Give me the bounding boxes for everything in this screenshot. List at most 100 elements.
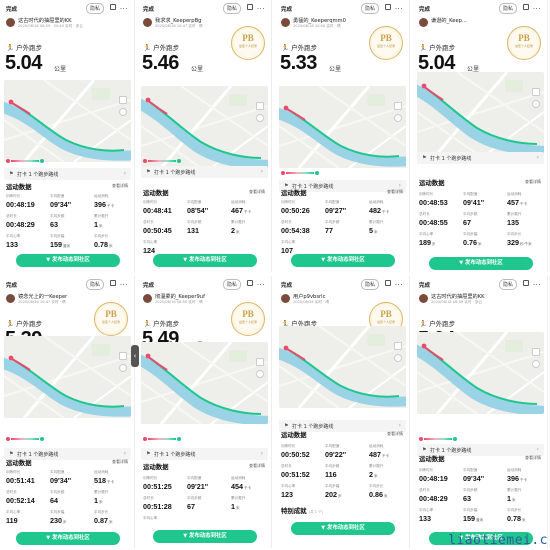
privacy-button[interactable]: 隐私 [498,3,517,14]
publish-button[interactable]: ▼ 发布动态到社区 [291,522,395,535]
privacy-button[interactable]: 隐私 [360,279,379,290]
avatar[interactable] [143,294,152,303]
route-checkin[interactable]: ⚑ 打卡 1 个跑步路线 › [417,444,544,456]
publish-button[interactable]: ▼ 发布动态到社区 [429,257,533,270]
done-button[interactable]: 完成 [143,283,155,289]
route-checkin[interactable]: ⚑ 打卡 1 个跑步路线 › [279,420,406,432]
privacy-button[interactable]: 隐私 [85,279,104,290]
avatar[interactable] [281,18,290,27]
done-button[interactable]: 完成 [6,7,18,13]
view-detail-link[interactable]: 查看详情 [525,455,541,460]
fullscreen-icon[interactable] [256,358,264,366]
publish-button[interactable]: ▼ 发布动态到社区 [291,254,395,267]
fullscreen-icon[interactable] [119,352,127,360]
avatar[interactable] [143,18,152,27]
privacy-button[interactable]: 隐私 [85,3,104,14]
user-name[interactable]: 这古时代的抽屉里的KK [18,18,72,24]
fullscreen-icon[interactable] [119,96,127,104]
user-name[interactable]: 镜念光上的一Keeper [18,294,68,300]
done-button[interactable]: 完成 [281,283,293,289]
locate-icon[interactable] [119,108,127,116]
share-icon[interactable] [247,4,253,10]
more-icon[interactable]: ... [119,3,128,11]
user-name[interactable]: 勇猛的_Keeperqmm0 [293,18,346,24]
pb-badge[interactable]: PB 最佳个人纪录 [507,26,541,60]
locate-icon[interactable] [119,364,127,372]
more-icon[interactable]: ... [532,279,541,287]
publish-button[interactable]: ▼ 发布动态到社区 [153,530,257,543]
locate-icon[interactable] [256,370,264,378]
map-area[interactable] [279,86,406,168]
privacy-button[interactable]: 隐私 [222,279,241,290]
done-button[interactable]: 完成 [143,7,155,13]
route-checkin[interactable]: ⚑ 打卡 1 个跑步路线 › [279,180,406,192]
done-button[interactable]: 完成 [281,7,293,13]
privacy-button[interactable]: 隐私 [360,3,379,14]
fullscreen-icon[interactable] [256,102,264,110]
more-icon[interactable]: ... [256,279,265,287]
fullscreen-icon[interactable] [532,88,540,96]
share-icon[interactable] [523,280,529,286]
pb-badge[interactable]: PB 最佳个人纪录 [231,302,265,336]
done-button[interactable]: 完成 [419,7,431,13]
collapse-handle[interactable]: ‹ [131,345,139,367]
more-icon[interactable]: ... [256,3,265,11]
view-detail-link[interactable]: 查看详情 [112,183,128,188]
locate-icon[interactable] [532,100,540,108]
user-name[interactable]: 用户p9vbsrlc [293,294,326,300]
share-icon[interactable] [110,4,116,10]
user-name[interactable]: 彻温柔的_Keeper9uf [155,294,205,300]
view-detail-link[interactable]: 查看详情 [387,189,403,194]
publish-button[interactable]: ▼ 发布动态到社区 [16,532,120,545]
route-checkin[interactable]: ⚑ 打卡 1 个跑步路线 › [4,168,131,180]
avatar[interactable] [419,18,428,27]
done-button[interactable]: 完成 [6,283,18,289]
view-detail-link[interactable]: 查看详情 [525,179,541,184]
user-name[interactable]: 谦逊的_Keep... [431,18,467,24]
privacy-button[interactable]: 隐私 [498,279,517,290]
map-area[interactable] [279,326,406,408]
map-area[interactable] [4,80,131,162]
done-button[interactable]: 完成 [419,283,431,289]
locate-icon[interactable] [532,360,540,368]
view-detail-link[interactable]: 查看详情 [387,431,403,436]
pb-badge[interactable]: PB 最佳个人纪录 [231,26,265,60]
share-icon[interactable] [385,4,391,10]
privacy-button[interactable]: 隐私 [222,3,241,14]
route-checkin[interactable]: ⚑ 打卡 1 个跑步路线 › [141,448,268,460]
more-icon[interactable]: ... [119,279,128,287]
avatar[interactable] [281,294,290,303]
avatar[interactable] [6,294,15,303]
map-area[interactable] [417,72,544,154]
map-area[interactable] [141,342,268,424]
share-icon[interactable] [385,280,391,286]
publish-button[interactable]: ▼ 发布动态到社区 [153,254,257,267]
avatar[interactable] [6,18,15,27]
map-area[interactable] [4,336,131,418]
fullscreen-icon[interactable] [532,348,540,356]
route-checkin[interactable]: ⚑ 打卡 1 个跑步路线 › [417,152,544,164]
map-area[interactable] [417,332,544,414]
publish-button[interactable]: ▼ 发布动态到社区 [429,532,533,545]
share-icon[interactable] [110,280,116,286]
more-icon[interactable]: ... [394,3,403,11]
locate-icon[interactable] [256,114,264,122]
user-name[interactable]: 这古时代的抽屉里的KK [431,294,485,300]
publish-button[interactable]: ▼ 发布动态到社区 [16,254,120,267]
user-name[interactable]: 我求求_KeeperpBg [155,18,202,24]
view-detail-link[interactable]: 查看详情 [249,189,265,194]
fullscreen-icon[interactable] [394,342,402,350]
share-icon[interactable] [523,4,529,10]
locate-icon[interactable] [394,114,402,122]
pb-badge[interactable]: PB 最佳个人纪录 [369,26,403,60]
pb-badge[interactable]: PB 最佳个人纪录 [94,302,128,336]
map-area[interactable] [141,86,268,168]
share-icon[interactable] [247,280,253,286]
avatar[interactable] [419,294,428,303]
fullscreen-icon[interactable] [394,102,402,110]
more-icon[interactable]: ... [532,3,541,11]
route-checkin[interactable]: ⚑ 打卡 1 个跑步路线 › [141,166,268,178]
locate-icon[interactable] [394,354,402,362]
view-detail-link[interactable]: 查看详情 [112,459,128,464]
more-icon[interactable]: ... [394,279,403,287]
